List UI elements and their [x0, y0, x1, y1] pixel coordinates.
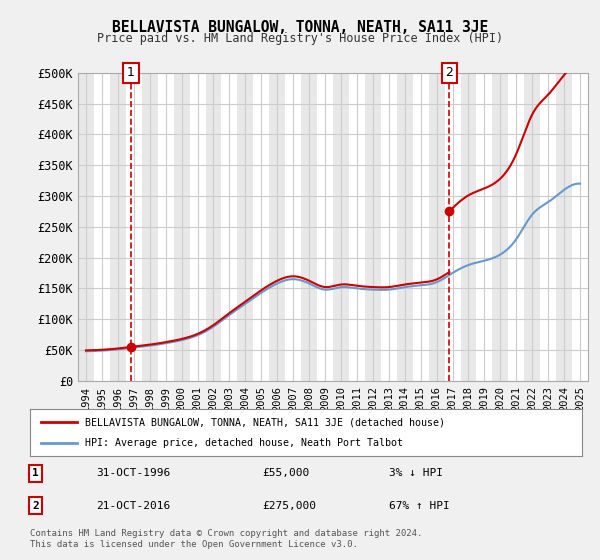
Text: BELLAVISTA BUNGALOW, TONNA, NEATH, SA11 3JE: BELLAVISTA BUNGALOW, TONNA, NEATH, SA11 …: [112, 20, 488, 35]
Text: 2: 2: [445, 66, 453, 80]
Text: BELLAVISTA BUNGALOW, TONNA, NEATH, SA11 3JE (detached house): BELLAVISTA BUNGALOW, TONNA, NEATH, SA11 …: [85, 417, 445, 427]
Bar: [110, 73, 126, 381]
Bar: [365, 73, 381, 381]
Bar: [556, 73, 572, 381]
Text: £55,000: £55,000: [262, 468, 309, 478]
Text: 3% ↓ HPI: 3% ↓ HPI: [389, 468, 443, 478]
Bar: [78, 73, 94, 381]
Text: 67% ↑ HPI: 67% ↑ HPI: [389, 501, 449, 511]
Text: Price paid vs. HM Land Registry's House Price Index (HPI): Price paid vs. HM Land Registry's House …: [97, 32, 503, 45]
Bar: [301, 73, 317, 381]
Text: HPI: Average price, detached house, Neath Port Talbot: HPI: Average price, detached house, Neat…: [85, 438, 403, 448]
Bar: [397, 73, 413, 381]
Text: 2: 2: [32, 501, 39, 511]
Bar: [173, 73, 190, 381]
Bar: [461, 73, 476, 381]
Bar: [493, 73, 508, 381]
Bar: [205, 73, 221, 381]
Bar: [428, 73, 445, 381]
Bar: [524, 73, 540, 381]
Bar: [269, 73, 285, 381]
Text: 21-OCT-2016: 21-OCT-2016: [96, 501, 170, 511]
Bar: [238, 73, 253, 381]
Bar: [333, 73, 349, 381]
Text: £275,000: £275,000: [262, 501, 316, 511]
Text: 1: 1: [32, 468, 39, 478]
Text: 31-OCT-1996: 31-OCT-1996: [96, 468, 170, 478]
Text: 1: 1: [127, 66, 135, 80]
Text: Contains HM Land Registry data © Crown copyright and database right 2024.
This d: Contains HM Land Registry data © Crown c…: [30, 529, 422, 549]
Bar: [142, 73, 158, 381]
